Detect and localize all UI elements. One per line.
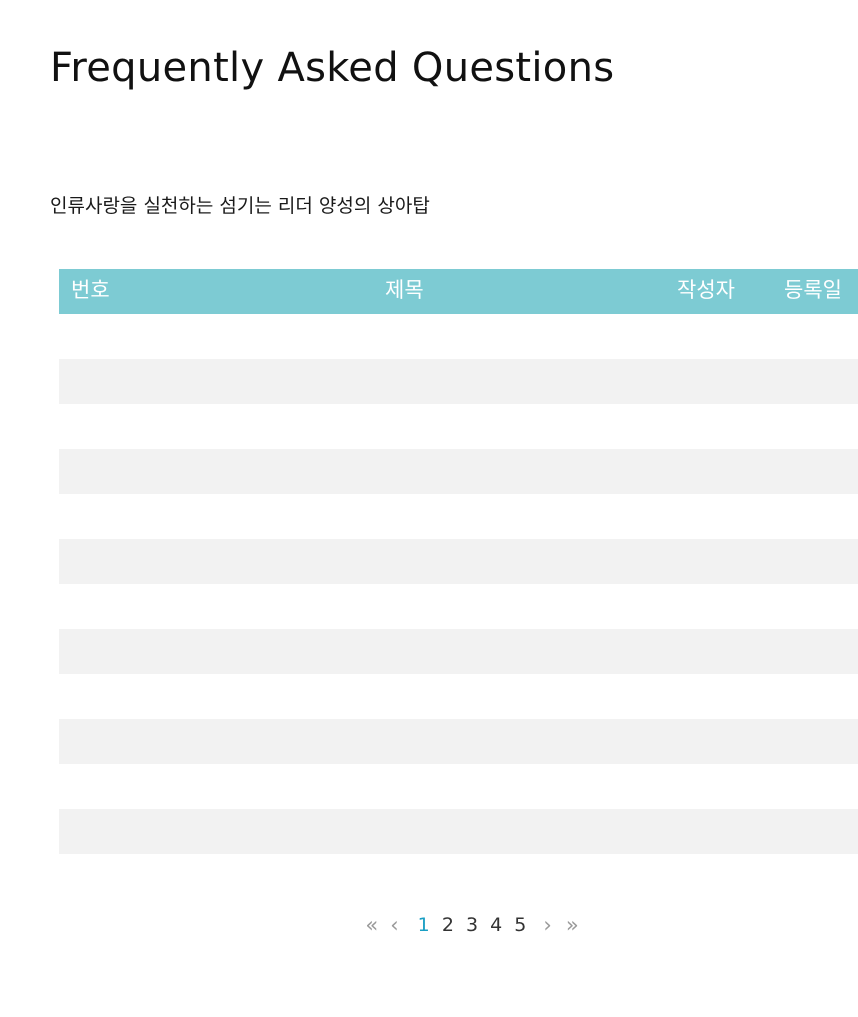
page-title: Frequently Asked Questions <box>50 45 615 91</box>
column-header-title: 제목 <box>385 278 424 302</box>
table-row[interactable] <box>59 764 858 809</box>
prev-page-icon[interactable]: ‹ <box>390 913 399 937</box>
table-row[interactable] <box>59 314 858 359</box>
page-link-5[interactable]: 5 <box>514 914 527 936</box>
table-row[interactable] <box>59 539 858 584</box>
table-row[interactable] <box>59 719 858 764</box>
column-header-number: 번호 <box>71 278 110 302</box>
column-header-date: 등록일 <box>784 278 842 302</box>
table-row[interactable] <box>59 404 858 449</box>
board-header: 번호 제목 작성자 등록일 <box>59 269 858 314</box>
faq-board: 번호 제목 작성자 등록일 <box>59 269 858 854</box>
column-header-author: 작성자 <box>677 278 735 302</box>
last-page-icon[interactable]: » <box>565 913 579 937</box>
table-row[interactable] <box>59 359 858 404</box>
page-link-3[interactable]: 3 <box>465 914 479 936</box>
table-row[interactable] <box>59 494 858 539</box>
first-page-icon[interactable]: « <box>365 913 379 937</box>
table-row[interactable] <box>59 584 858 629</box>
pagination: « ‹ 1 2 3 4 5 › » <box>0 910 858 940</box>
page-link-1[interactable]: 1 <box>417 914 430 936</box>
table-row[interactable] <box>59 449 858 494</box>
page-link-2[interactable]: 2 <box>441 914 454 936</box>
page-subtitle: 인류사랑을 실천하는 섬기는 리더 양성의 상아탑 <box>50 195 430 217</box>
page-link-4[interactable]: 4 <box>490 914 503 936</box>
table-row[interactable] <box>59 674 858 719</box>
table-row[interactable] <box>59 629 858 674</box>
next-page-icon[interactable]: › <box>543 913 552 937</box>
table-row[interactable] <box>59 809 858 854</box>
